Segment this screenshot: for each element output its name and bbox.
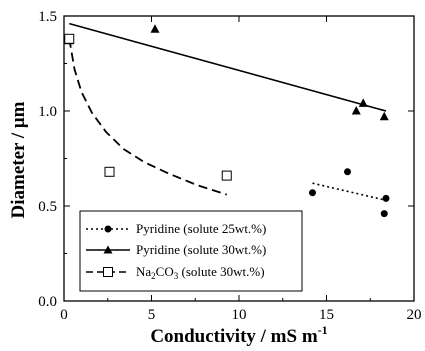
fit-line-series-1 — [69, 22, 387, 112]
data-point-square — [221, 170, 232, 181]
x-axis-title-sup: -1 — [318, 323, 328, 337]
data-point-square — [64, 33, 75, 44]
x-axis-title-main: Conductivity / mS m — [150, 326, 317, 347]
x-tick-label: 15 — [319, 307, 334, 323]
x-axis-title: Conductivity / mS m-1 — [150, 323, 327, 347]
data-point-triangle — [351, 106, 361, 115]
x-axis-ticks: 0 5 10 15 20 — [60, 16, 422, 323]
y-axis-title: Diameter / μm — [8, 101, 29, 218]
legend-label-na2co3: Na2CO3 (solute 30wt.%) — [136, 264, 265, 281]
data-point-square — [104, 166, 115, 177]
y-tick-label: 1.5 — [38, 9, 57, 25]
legend-marker-circle — [104, 225, 112, 233]
data-point-triangle — [358, 98, 368, 107]
legend-marker-square — [103, 267, 113, 277]
x-tick-label: 20 — [407, 307, 422, 323]
fit-lines — [68, 22, 387, 202]
data-point-circle — [380, 210, 388, 218]
fit-line-series-0 — [312, 182, 387, 202]
legend-label-pyridine-30: Pyridine (solute 30wt.%) — [136, 242, 266, 257]
y-tick-label: 0.0 — [38, 294, 57, 310]
legend-entry-pyridine-25: Pyridine (solute 25wt.%) — [86, 221, 266, 236]
y-tick-label: 1.0 — [38, 104, 57, 120]
x-tick-label: 10 — [232, 307, 247, 323]
x-tick-label: 0 — [60, 307, 68, 323]
data-point-circle — [344, 168, 351, 176]
x-tick-label: 5 — [148, 307, 156, 323]
y-axis-ticks: 0.0 0.5 1.0 1.5 — [38, 9, 414, 310]
data-point-circle — [309, 189, 316, 197]
data-point-triangle — [150, 24, 160, 33]
legend-box — [79, 210, 303, 292]
data-markers — [64, 24, 390, 218]
legend-label-pyridine-25: Pyridine (solute 25wt.%) — [136, 221, 266, 236]
data-point-circle — [382, 194, 390, 202]
legend-entry-pyridine-30: Pyridine (solute 30wt.%) — [86, 242, 266, 257]
y-tick-label: 0.5 — [38, 199, 57, 215]
legend-marker-triangle — [103, 245, 113, 254]
fit-line-series-2 — [68, 38, 228, 196]
legend-entry-na2co3: Na2CO3 (solute 30wt.%) — [86, 264, 265, 281]
data-point-triangle — [379, 111, 389, 121]
legend: Pyridine (solute 25wt.%) Pyridine (solut… — [79, 210, 303, 292]
